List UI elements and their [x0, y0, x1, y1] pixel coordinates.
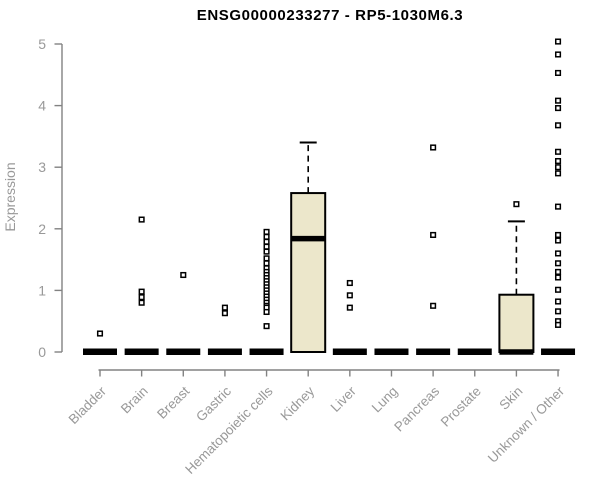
y-tick-label: 3: [38, 159, 46, 175]
box-liver-collapsed: [332, 348, 367, 355]
x-tick-label: Prostate: [438, 384, 484, 430]
outlier-point-unknown-other: [554, 148, 562, 155]
outlier-point-hematopoietic-cells: [263, 233, 270, 240]
box-lung-collapsed: [374, 348, 409, 355]
outlier-point-unknown-other: [554, 38, 562, 45]
outlier-point-liver: [346, 292, 353, 299]
outlier-point-pancreas: [430, 231, 437, 239]
outlier-point-hematopoietic-cells: [263, 255, 270, 262]
outlier-point-hematopoietic-cells: [263, 243, 270, 250]
x-tick-label: Unknown / Other: [485, 383, 568, 466]
outlier-point-unknown-other: [554, 268, 562, 275]
box-skin: [498, 293, 535, 354]
outlier-point-unknown-other: [554, 69, 562, 77]
box-kidney: [290, 192, 327, 353]
y-axis-title: Expression: [2, 162, 18, 231]
outlier-point-gastric: [221, 304, 228, 311]
x-tick-label: Brain: [118, 384, 151, 417]
outlier-point-unknown-other: [554, 170, 562, 177]
box-hematopoietic-cells-collapsed: [249, 348, 284, 355]
outlier-point-brain: [138, 299, 145, 306]
outlier-point-pancreas: [430, 302, 437, 309]
y-tick-label: 5: [38, 36, 46, 52]
x-tick-label: Breast: [154, 383, 192, 421]
chart-title: ENSG00000233277 - RP5-1030M6.3: [196, 7, 464, 24]
outlier-point-unknown-other: [554, 298, 562, 305]
outlier-point-liver: [346, 304, 353, 311]
outlier-point-liver: [346, 279, 353, 287]
outlier-point-skin: [513, 201, 520, 208]
box-breast-collapsed: [166, 348, 201, 355]
outlier-point-unknown-other: [554, 157, 562, 165]
box-gastric-collapsed: [207, 348, 242, 355]
outlier-point-hematopoietic-cells: [263, 248, 270, 255]
x-tick-label: Pancreas: [391, 383, 442, 434]
box-prostate-collapsed: [457, 348, 492, 355]
outlier-point-unknown-other: [554, 51, 562, 58]
outlier-point-unknown-other: [554, 260, 562, 267]
outlier-point-unknown-other: [554, 97, 562, 104]
outlier-point-unknown-other: [554, 321, 562, 328]
x-tick-label: Bladder: [66, 383, 110, 427]
y-tick-label: 1: [38, 282, 46, 298]
box-pancreas-collapsed: [416, 348, 451, 355]
x-tick-label: Lung: [369, 384, 401, 416]
outlier-point-unknown-other: [554, 274, 562, 281]
outlier-point-unknown-other: [554, 164, 562, 171]
x-tick-label: Gastric: [193, 383, 234, 424]
y-tick-label: 4: [38, 98, 46, 114]
outlier-point-unknown-other: [554, 250, 562, 257]
outlier-point-hematopoietic-cells: [263, 238, 270, 245]
box-brain-collapsed: [124, 348, 159, 355]
outlier-point-unknown-other: [554, 105, 562, 112]
box-unknown-other-collapsed: [541, 348, 576, 355]
outlier-point-pancreas: [430, 144, 437, 151]
outlier-point-bladder: [96, 330, 104, 337]
box-bladder-collapsed: [83, 348, 117, 355]
outlier-point-brain: [138, 288, 145, 295]
x-tick-label: Skin: [496, 384, 525, 413]
outlier-point-hematopoietic-cells: [263, 323, 270, 330]
y-tick-label: 0: [38, 344, 46, 360]
outlier-point-unknown-other: [554, 203, 562, 210]
outlier-point-gastric: [221, 310, 228, 317]
outlier-point-hematopoietic-cells: [263, 228, 270, 235]
outlier-point-breast: [180, 271, 187, 279]
y-tick-label: 2: [38, 221, 46, 237]
outlier-point-unknown-other: [554, 286, 562, 293]
outlier-point-hematopoietic-cells: [263, 308, 270, 316]
outlier-point-brain: [138, 294, 145, 301]
outlier-point-unknown-other: [554, 231, 562, 239]
outlier-point-unknown-other: [554, 237, 562, 244]
outlier-point-hematopoietic-cells: [263, 260, 270, 267]
x-tick-label: Liver: [328, 383, 360, 415]
outlier-point-brain: [138, 216, 145, 223]
outlier-point-unknown-other: [554, 122, 562, 129]
outlier-point-unknown-other: [554, 308, 562, 315]
x-tick-label: Kidney: [278, 383, 318, 423]
